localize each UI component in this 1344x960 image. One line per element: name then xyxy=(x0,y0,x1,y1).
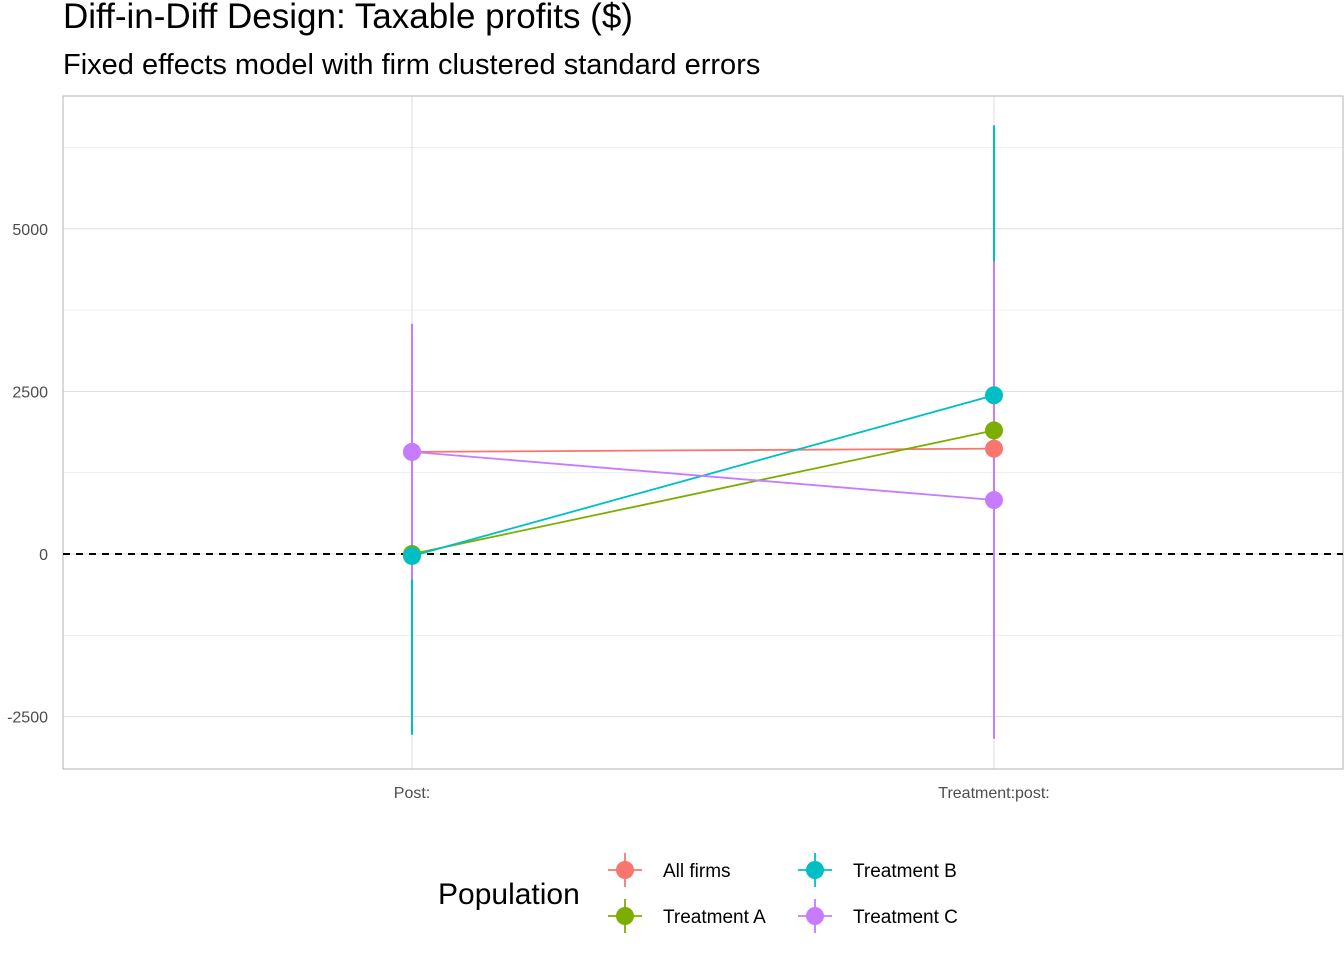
data-point xyxy=(985,386,1003,405)
legend-label: All firms xyxy=(663,861,731,882)
legend-key xyxy=(608,853,642,887)
legend-title: Population xyxy=(438,878,580,911)
panel-border xyxy=(62,95,1344,770)
data-point xyxy=(985,491,1003,510)
legend-label: Treatment A xyxy=(663,907,766,928)
legend-key-point xyxy=(616,907,634,925)
y-tick-label: 2500 xyxy=(12,384,48,401)
y-tick-label: 5000 xyxy=(12,222,48,239)
y-tick-label: -2500 xyxy=(7,710,48,727)
series-line xyxy=(411,447,995,453)
series-line xyxy=(411,429,995,555)
legend-key xyxy=(798,853,832,887)
legend-label: Treatment C xyxy=(853,907,958,928)
data-point xyxy=(985,439,1003,458)
data-point xyxy=(403,546,421,565)
data-point xyxy=(403,442,421,461)
x-tick-label: Post: xyxy=(394,785,430,802)
legend-key-point xyxy=(806,861,824,879)
legend-key xyxy=(798,899,832,933)
x-tick-label: Treatment:post: xyxy=(938,785,1049,802)
legend: Population All firms Treatment A Treatment… xyxy=(438,853,958,933)
plot-area: -2500 0 2500 5000 Post: Treatment:post: xyxy=(7,95,1344,802)
legend-key-point xyxy=(616,861,634,879)
legend-key-point xyxy=(806,907,824,925)
series-line xyxy=(411,450,995,501)
legend-key xyxy=(608,899,642,933)
legend-label: Treatment B xyxy=(853,861,957,882)
data-point xyxy=(985,421,1003,440)
y-tick-label: 0 xyxy=(39,547,48,564)
chart-title: Diff-in-Diff Design: Taxable profits ($) xyxy=(63,0,633,36)
chart-subtitle: Fixed effects model with firm clustered … xyxy=(63,49,760,81)
